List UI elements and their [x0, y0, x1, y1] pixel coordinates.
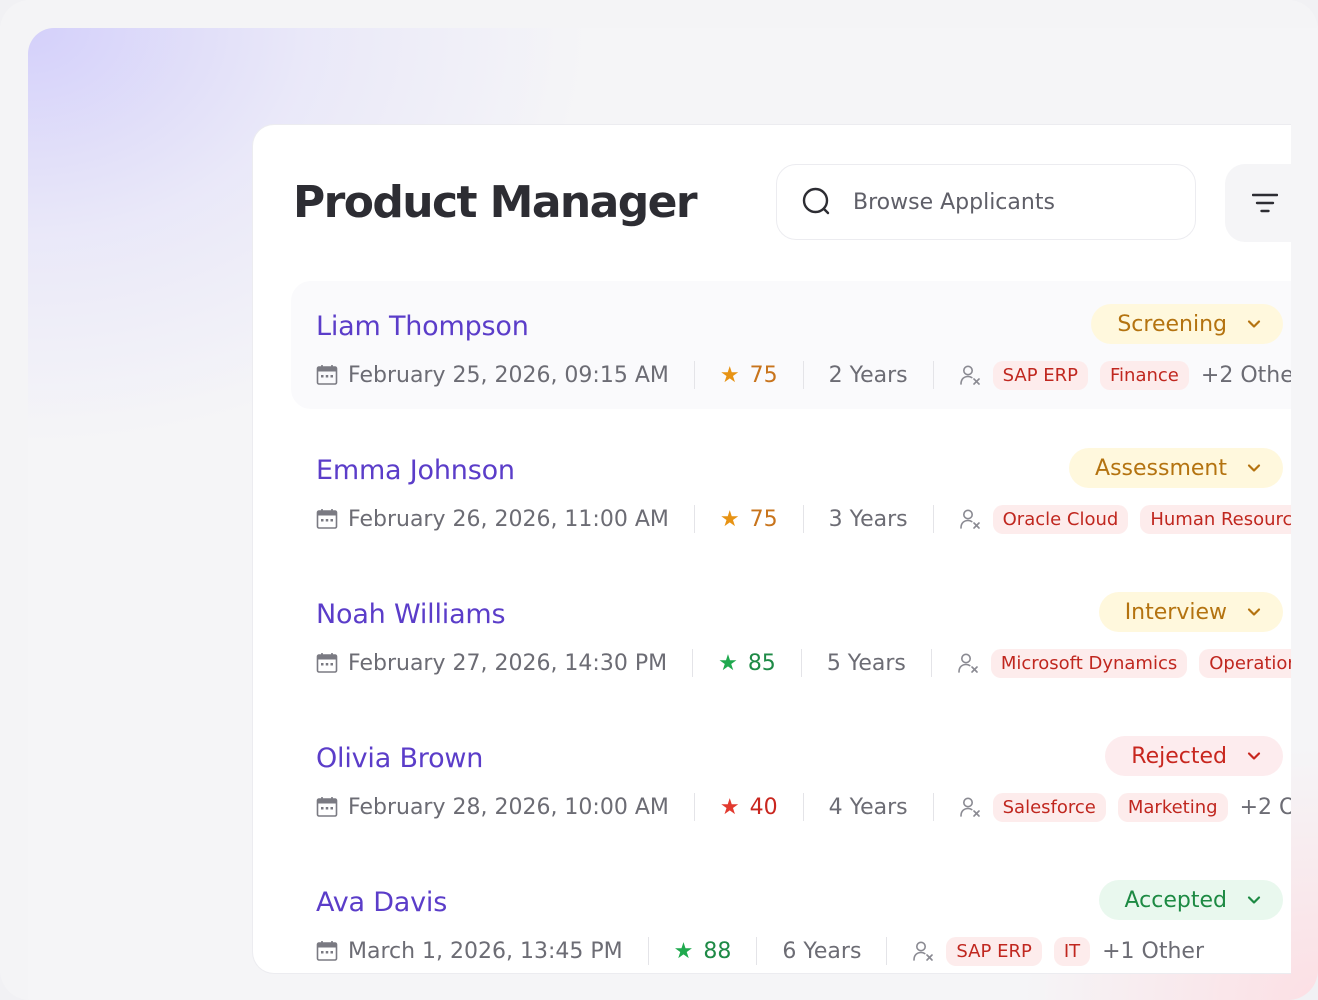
person-x-icon: [912, 940, 934, 962]
skill-tag: Finance: [1100, 360, 1189, 390]
divider: [802, 505, 804, 533]
chevron-down-icon: [1247, 751, 1261, 761]
match-score: 75: [749, 506, 778, 532]
other-skills-count: +2 Other: [1200, 362, 1291, 388]
status-dropdown[interactable]: Interview: [1098, 592, 1283, 632]
experience: 6 Years: [782, 938, 862, 964]
filter-icon: [1252, 192, 1278, 214]
applicant-meta: February 26, 2026, 11:00 AM ★ 75 3 Years Ora…: [316, 499, 1291, 539]
divider: [802, 361, 804, 389]
experience: 3 Years: [828, 506, 908, 532]
applicant-name[interactable]: Liam Thompson: [316, 311, 529, 342]
applicant-meta: February 27, 2026, 14:30 PM ★ 85 5 Years Mic…: [316, 643, 1291, 683]
applicant-row[interactable]: Emma Johnson February 26, 2026, 11:00 AM ★…: [291, 425, 1291, 553]
star-icon: ★: [719, 506, 740, 532]
divider: [693, 793, 695, 821]
applied-date: February 25, 2026, 09:15 AM: [348, 362, 669, 388]
chevron-down-icon: [1247, 463, 1261, 473]
divider: [802, 793, 804, 821]
person-x-icon: [957, 652, 979, 674]
status-dropdown[interactable]: Rejected: [1105, 736, 1283, 776]
skill-tag: Marketing: [1117, 792, 1228, 822]
applicants-card: Product Manager Liam Thompson February 25…: [252, 124, 1291, 974]
applicant-row[interactable]: Noah Williams February 27, 2026, 14:30 PM…: [291, 569, 1291, 697]
applicant-row[interactable]: Liam Thompson February 25, 2026, 09:15 AM…: [291, 281, 1291, 409]
applicant-meta: February 25, 2026, 09:15 AM ★ 75 2 Years SAP…: [316, 355, 1291, 395]
divider: [932, 361, 934, 389]
applied-date: February 26, 2026, 11:00 AM: [348, 506, 669, 532]
calendar-icon: [316, 652, 338, 674]
experience: 2 Years: [828, 362, 908, 388]
applied-date: February 27, 2026, 14:30 PM: [348, 650, 668, 676]
divider: [800, 649, 802, 677]
match-score: 75: [749, 362, 778, 388]
applicant-name[interactable]: Emma Johnson: [316, 455, 515, 486]
status-label: Assessment: [1095, 455, 1227, 481]
divider: [930, 649, 932, 677]
search-input[interactable]: [853, 189, 1173, 215]
skill-tag: Human Resource: [1140, 504, 1291, 534]
other-skills-count: +1 Other: [1102, 938, 1205, 964]
applicant-name[interactable]: Noah Williams: [316, 599, 506, 630]
applicant-meta: February 28, 2026, 10:00 AM ★ 40 4 Years Sal…: [316, 787, 1291, 827]
chevron-down-icon: [1247, 319, 1261, 329]
applicant-row[interactable]: Olivia Brown February 28, 2026, 10:00 AM ★…: [291, 713, 1291, 841]
skill-tag: SAP ERP: [946, 936, 1042, 966]
calendar-icon: [316, 796, 338, 818]
applicant-meta: March 1, 2026, 13:45 PM ★ 88 6 Years SAP ERP…: [316, 931, 1204, 971]
applicant-name[interactable]: Olivia Brown: [316, 743, 484, 774]
applicant-name[interactable]: Ava Davis: [316, 887, 448, 918]
person-x-icon: [959, 508, 981, 530]
status-dropdown[interactable]: Screening: [1091, 304, 1283, 344]
star-icon: ★: [719, 362, 740, 388]
skill-tag: Oracle Cloud: [992, 504, 1129, 534]
chevron-down-icon: [1247, 895, 1261, 905]
divider: [886, 937, 888, 965]
divider: [692, 649, 694, 677]
experience: 4 Years: [828, 794, 908, 820]
person-x-icon: [959, 364, 981, 386]
star-icon: ★: [718, 650, 738, 676]
search-icon: [801, 186, 833, 218]
status-label: Accepted: [1124, 887, 1227, 913]
skill-tag: SAP ERP: [992, 360, 1089, 390]
page-title: Product Manager: [293, 177, 698, 228]
star-icon: ★: [719, 794, 740, 820]
star-icon: ★: [673, 938, 694, 964]
skill-tag: Microsoft Dynamics: [990, 648, 1188, 678]
divider: [932, 505, 934, 533]
person-x-icon: [959, 796, 981, 818]
calendar-icon: [316, 364, 338, 386]
search-box[interactable]: [776, 164, 1196, 240]
divider: [647, 937, 649, 965]
applied-date: March 1, 2026, 13:45 PM: [348, 938, 623, 964]
calendar-icon: [316, 508, 338, 530]
match-score: 88: [703, 938, 732, 964]
status-dropdown[interactable]: Assessment: [1069, 448, 1283, 488]
status-label: Rejected: [1131, 743, 1227, 769]
applied-date: February 28, 2026, 10:00 AM: [348, 794, 669, 820]
skill-tag: Operation: [1199, 648, 1291, 678]
applicant-row[interactable]: Ava Davis March 1, 2026, 13:45 PM ★ 88 6 Yea…: [291, 857, 1291, 973]
experience: 5 Years: [826, 650, 906, 676]
status-label: Screening: [1117, 311, 1227, 337]
divider: [932, 793, 934, 821]
status-dropdown[interactable]: Accepted: [1098, 880, 1283, 920]
divider: [693, 361, 695, 389]
calendar-icon: [316, 940, 338, 962]
other-skills-count: +2 Ot: [1239, 794, 1291, 820]
divider: [756, 937, 758, 965]
status-label: Interview: [1124, 599, 1227, 625]
skill-tag: IT: [1053, 936, 1091, 966]
filter-button[interactable]: [1225, 164, 1291, 242]
match-score: 85: [747, 650, 776, 676]
divider: [693, 505, 695, 533]
match-score: 40: [749, 794, 778, 820]
skill-tag: Salesforce: [992, 792, 1106, 822]
chevron-down-icon: [1247, 607, 1261, 617]
